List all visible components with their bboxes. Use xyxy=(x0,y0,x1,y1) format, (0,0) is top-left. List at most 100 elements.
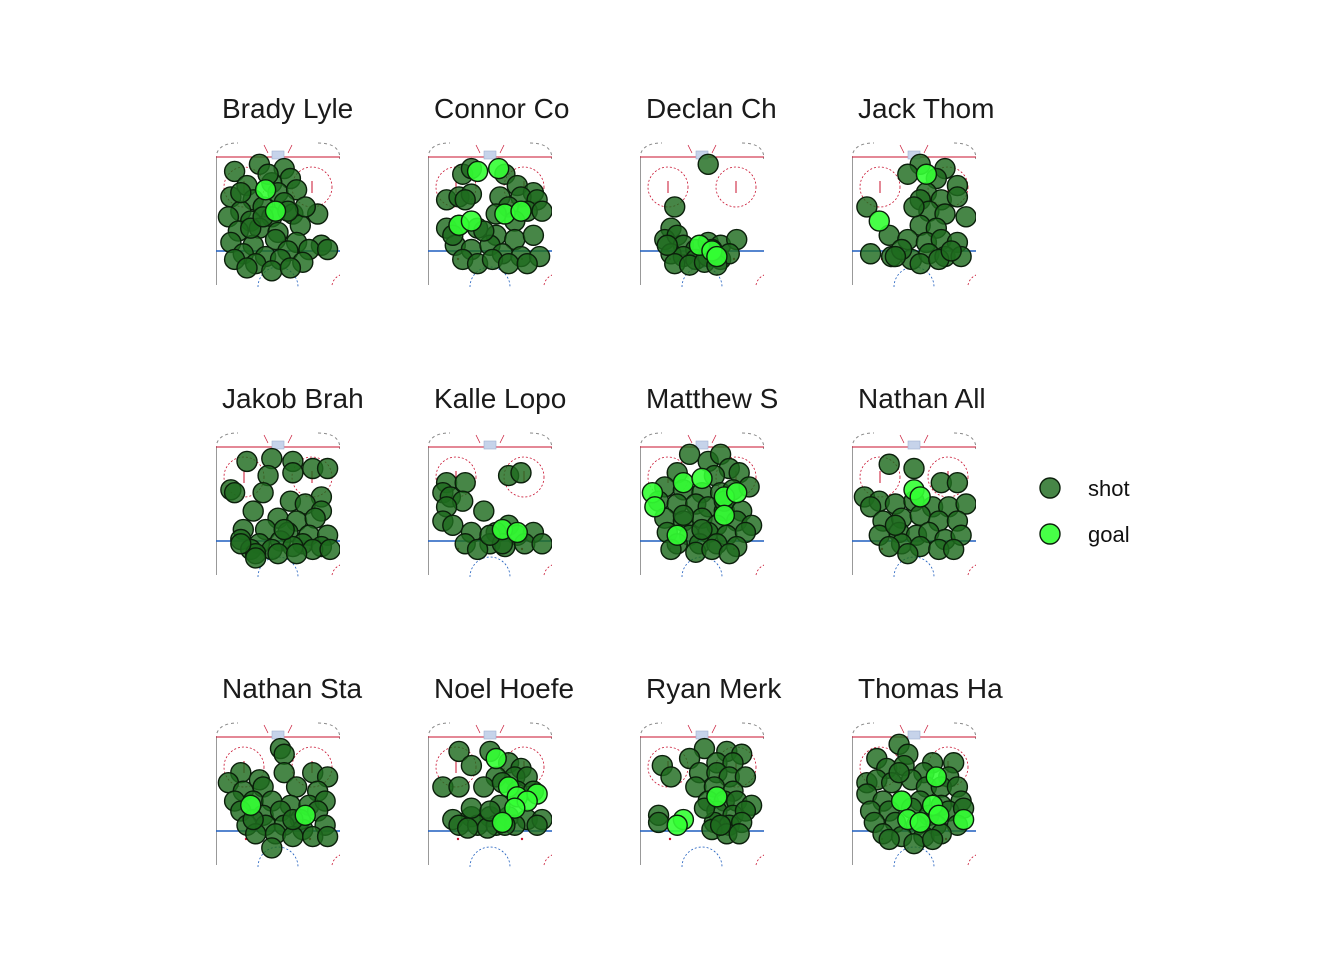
goal-point xyxy=(264,200,287,222)
panel-title: Kalle Lopo xyxy=(434,383,566,414)
shot-point xyxy=(691,518,713,541)
shot-point xyxy=(903,457,925,480)
goal-point xyxy=(466,160,489,183)
panel-2: Connor Co xyxy=(428,93,569,287)
shot-point xyxy=(522,224,545,247)
points xyxy=(432,462,552,561)
panel-title: Jack Thom xyxy=(858,93,994,124)
shot-point xyxy=(285,179,308,201)
goal-point xyxy=(485,747,507,770)
panel-title: Ryan Merk xyxy=(646,673,782,704)
panel-title: Brady Lyle xyxy=(222,93,353,124)
shot-point xyxy=(319,538,340,561)
shot-point xyxy=(236,257,258,279)
shot-point xyxy=(273,743,295,765)
goal-point xyxy=(510,200,532,222)
shot-point xyxy=(656,234,678,256)
goal-point xyxy=(909,486,931,508)
shot-point xyxy=(316,457,339,480)
shot-point xyxy=(728,823,750,845)
panel-title: Thomas Ha xyxy=(858,673,1003,704)
shot-point xyxy=(647,811,670,834)
facet-panels: Brady Lyle Connor Co Declan Ch Jack Thom Jak… xyxy=(216,93,1003,867)
points xyxy=(853,453,976,565)
panel-title: Nathan Sta xyxy=(222,673,363,704)
goal-point xyxy=(644,496,666,518)
goal-point xyxy=(672,472,695,494)
shot-point xyxy=(946,186,969,208)
goal-point xyxy=(928,804,950,827)
shot-point xyxy=(955,206,976,228)
panel-1: Brady Lyle xyxy=(216,93,353,287)
panel-11: Ryan Merk xyxy=(640,673,782,867)
shot-point xyxy=(664,196,686,218)
shot-point xyxy=(448,740,470,763)
shot-point xyxy=(223,160,246,183)
panel-9: Nathan Sta xyxy=(216,673,363,867)
shot-point xyxy=(223,481,246,504)
shot-point xyxy=(244,547,267,569)
shot-point xyxy=(261,260,283,282)
shot-point xyxy=(442,514,464,537)
panel-title: Matthew S xyxy=(646,383,778,414)
shot-point xyxy=(510,462,532,484)
shot-point xyxy=(856,196,878,218)
legend-label-goal: goal xyxy=(1088,522,1130,547)
shot-point xyxy=(460,754,483,777)
goal-point xyxy=(706,786,728,808)
shot-point xyxy=(942,538,965,561)
shot-point xyxy=(454,189,476,211)
goal-point xyxy=(491,811,514,834)
points xyxy=(432,740,552,839)
shot-point xyxy=(697,153,719,175)
points xyxy=(856,153,976,275)
panel-title: Noel Hoefe xyxy=(434,673,574,704)
shot-point xyxy=(252,481,274,504)
shot-point xyxy=(878,453,900,475)
shot-point xyxy=(884,245,907,268)
shot-point xyxy=(242,500,264,522)
shot-point xyxy=(460,797,483,819)
shot-point xyxy=(267,542,289,565)
shot-point xyxy=(285,542,308,565)
panel-title: Connor Co xyxy=(434,93,569,124)
shot-point xyxy=(903,196,925,218)
goal-point xyxy=(868,210,890,232)
panel-7: Matthew S xyxy=(640,383,778,577)
shot-point xyxy=(878,828,900,851)
goal-point xyxy=(254,179,277,201)
panel-4: Jack Thom xyxy=(852,93,994,287)
shot-point xyxy=(448,776,470,798)
shot-point xyxy=(279,257,302,279)
goal-point xyxy=(294,804,316,827)
shot-point xyxy=(903,832,925,855)
points xyxy=(641,443,763,565)
panel-10: Noel Hoefe xyxy=(428,673,574,867)
shot-point xyxy=(273,762,295,784)
points xyxy=(220,447,340,569)
panel-title: Nathan All xyxy=(858,383,986,414)
points xyxy=(435,157,552,275)
goal-point xyxy=(925,766,948,788)
shot-point xyxy=(709,814,732,836)
goal-point xyxy=(666,524,688,546)
shot-point xyxy=(316,825,339,848)
shot-point xyxy=(516,252,538,275)
shot-point xyxy=(693,737,716,760)
shot-point xyxy=(888,762,910,784)
shot-point xyxy=(273,518,295,541)
panel-12: Thomas Ha xyxy=(852,673,1003,867)
shot-point xyxy=(734,766,757,788)
goal-point xyxy=(890,790,913,812)
shot-point xyxy=(526,814,548,836)
points xyxy=(654,153,748,276)
shot-point xyxy=(497,252,520,275)
goal-point xyxy=(726,481,748,504)
shot-point xyxy=(466,538,489,561)
shot-point xyxy=(230,182,252,204)
legend-swatch-goal xyxy=(1039,523,1061,545)
shot-point xyxy=(660,766,682,788)
shot-point xyxy=(955,493,976,515)
shot-point xyxy=(261,837,283,859)
